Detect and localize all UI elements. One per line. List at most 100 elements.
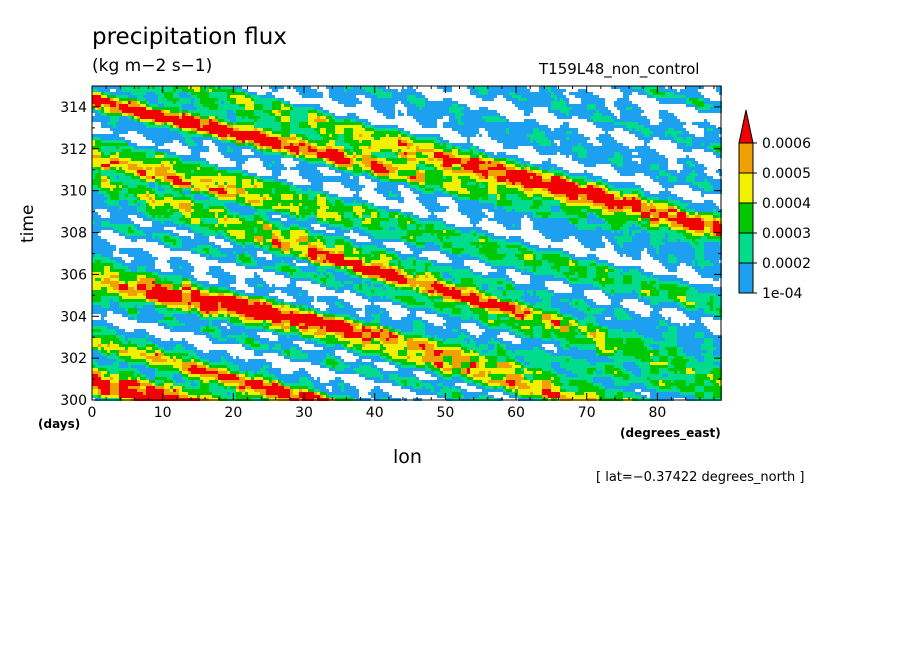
heatmap-cell: [713, 110, 716, 113]
heatmap-cell: [170, 92, 173, 95]
heatmap-cell: [590, 110, 593, 113]
heatmap-cell: [530, 110, 533, 113]
heatmap-cell: [152, 95, 155, 98]
heatmap-cell: [263, 155, 266, 158]
heatmap-cell: [587, 146, 590, 149]
heatmap-cell: [518, 128, 521, 131]
heatmap-cell: [386, 167, 389, 170]
heatmap-cell: [152, 137, 155, 140]
heatmap-cell: [119, 131, 122, 134]
heatmap-cell: [389, 146, 392, 149]
heatmap-cell: [629, 119, 632, 122]
heatmap-cell: [635, 116, 638, 119]
heatmap-cell: [611, 143, 614, 146]
heatmap-cell: [362, 131, 365, 134]
heatmap-cell: [488, 164, 491, 167]
heatmap-cell: [380, 173, 383, 176]
heatmap-cell: [293, 155, 296, 158]
heatmap-cell: [215, 119, 218, 122]
heatmap-cell: [614, 149, 617, 152]
heatmap-cell: [398, 110, 401, 113]
heatmap-cell: [467, 128, 470, 131]
heatmap-cell: [257, 101, 260, 104]
heatmap-cell: [197, 104, 200, 107]
heatmap-cell: [602, 134, 605, 137]
heatmap-cell: [656, 164, 659, 167]
heatmap-cell: [410, 170, 413, 173]
heatmap-cell: [125, 128, 128, 131]
heatmap-cell: [623, 98, 626, 101]
heatmap-cell: [119, 167, 122, 170]
heatmap-cell: [323, 164, 326, 167]
heatmap-cell: [452, 173, 455, 176]
heatmap-cell: [305, 161, 308, 164]
heatmap-cell: [215, 176, 218, 179]
heatmap-cell: [584, 143, 587, 146]
heatmap-cell: [584, 149, 587, 152]
heatmap-cell: [419, 164, 422, 167]
heatmap-cell: [257, 125, 260, 128]
heatmap-cell: [482, 113, 485, 116]
heatmap-cell: [431, 146, 434, 149]
heatmap-cell: [626, 164, 629, 167]
heatmap-cell: [668, 137, 671, 140]
heatmap-cell: [203, 107, 206, 110]
heatmap-cell: [647, 164, 650, 167]
heatmap-cell: [671, 134, 674, 137]
heatmap-cell: [179, 89, 182, 92]
heatmap-cell: [428, 107, 431, 110]
heatmap-cell: [494, 92, 497, 95]
heatmap-cell: [680, 140, 683, 143]
heatmap-cell: [317, 122, 320, 125]
heatmap-cell: [161, 119, 164, 122]
heatmap-cell: [443, 170, 446, 173]
heatmap-cell: [662, 89, 665, 92]
heatmap-cell: [368, 140, 371, 143]
heatmap-cell: [311, 149, 314, 152]
heatmap-cell: [407, 92, 410, 95]
heatmap-cell: [503, 170, 506, 173]
heatmap-cell: [176, 158, 179, 161]
heatmap-cell: [377, 92, 380, 95]
heatmap-cell: [635, 104, 638, 107]
heatmap-cell: [422, 110, 425, 113]
heatmap-cell: [503, 137, 506, 140]
heatmap-cell: [296, 104, 299, 107]
heatmap-cell: [332, 158, 335, 161]
heatmap-cell: [362, 89, 365, 92]
heatmap-cell: [677, 128, 680, 131]
heatmap-cell: [122, 131, 125, 134]
heatmap-cell: [359, 119, 362, 122]
heatmap-cell: [467, 176, 470, 179]
heatmap-cell: [623, 152, 626, 155]
heatmap-cell: [464, 125, 467, 128]
heatmap-cell: [452, 122, 455, 125]
heatmap-cell: [242, 161, 245, 164]
heatmap-cell: [377, 134, 380, 137]
heatmap-cell: [485, 95, 488, 98]
heatmap-cell: [368, 131, 371, 134]
heatmap-cell: [218, 119, 221, 122]
heatmap-cell: [446, 101, 449, 104]
heatmap-cell: [179, 128, 182, 131]
heatmap-cell: [161, 134, 164, 137]
heatmap-cell: [155, 155, 158, 158]
heatmap-cell: [92, 107, 95, 110]
heatmap-cell: [353, 104, 356, 107]
heatmap-cell: [593, 110, 596, 113]
heatmap-cell: [233, 158, 236, 161]
heatmap-cell: [98, 167, 101, 170]
heatmap-cell: [275, 125, 278, 128]
heatmap-cell: [197, 173, 200, 176]
heatmap-cell: [509, 155, 512, 158]
heatmap-cell: [122, 173, 125, 176]
heatmap-cell: [113, 164, 116, 167]
heatmap-cell: [329, 155, 332, 158]
heatmap-cell: [263, 176, 266, 179]
heatmap-cell: [677, 92, 680, 95]
heatmap-cell: [233, 89, 236, 92]
heatmap-cell: [581, 116, 584, 119]
heatmap-cell: [563, 104, 566, 107]
heatmap-cell: [482, 116, 485, 119]
heatmap-cell: [107, 92, 110, 95]
